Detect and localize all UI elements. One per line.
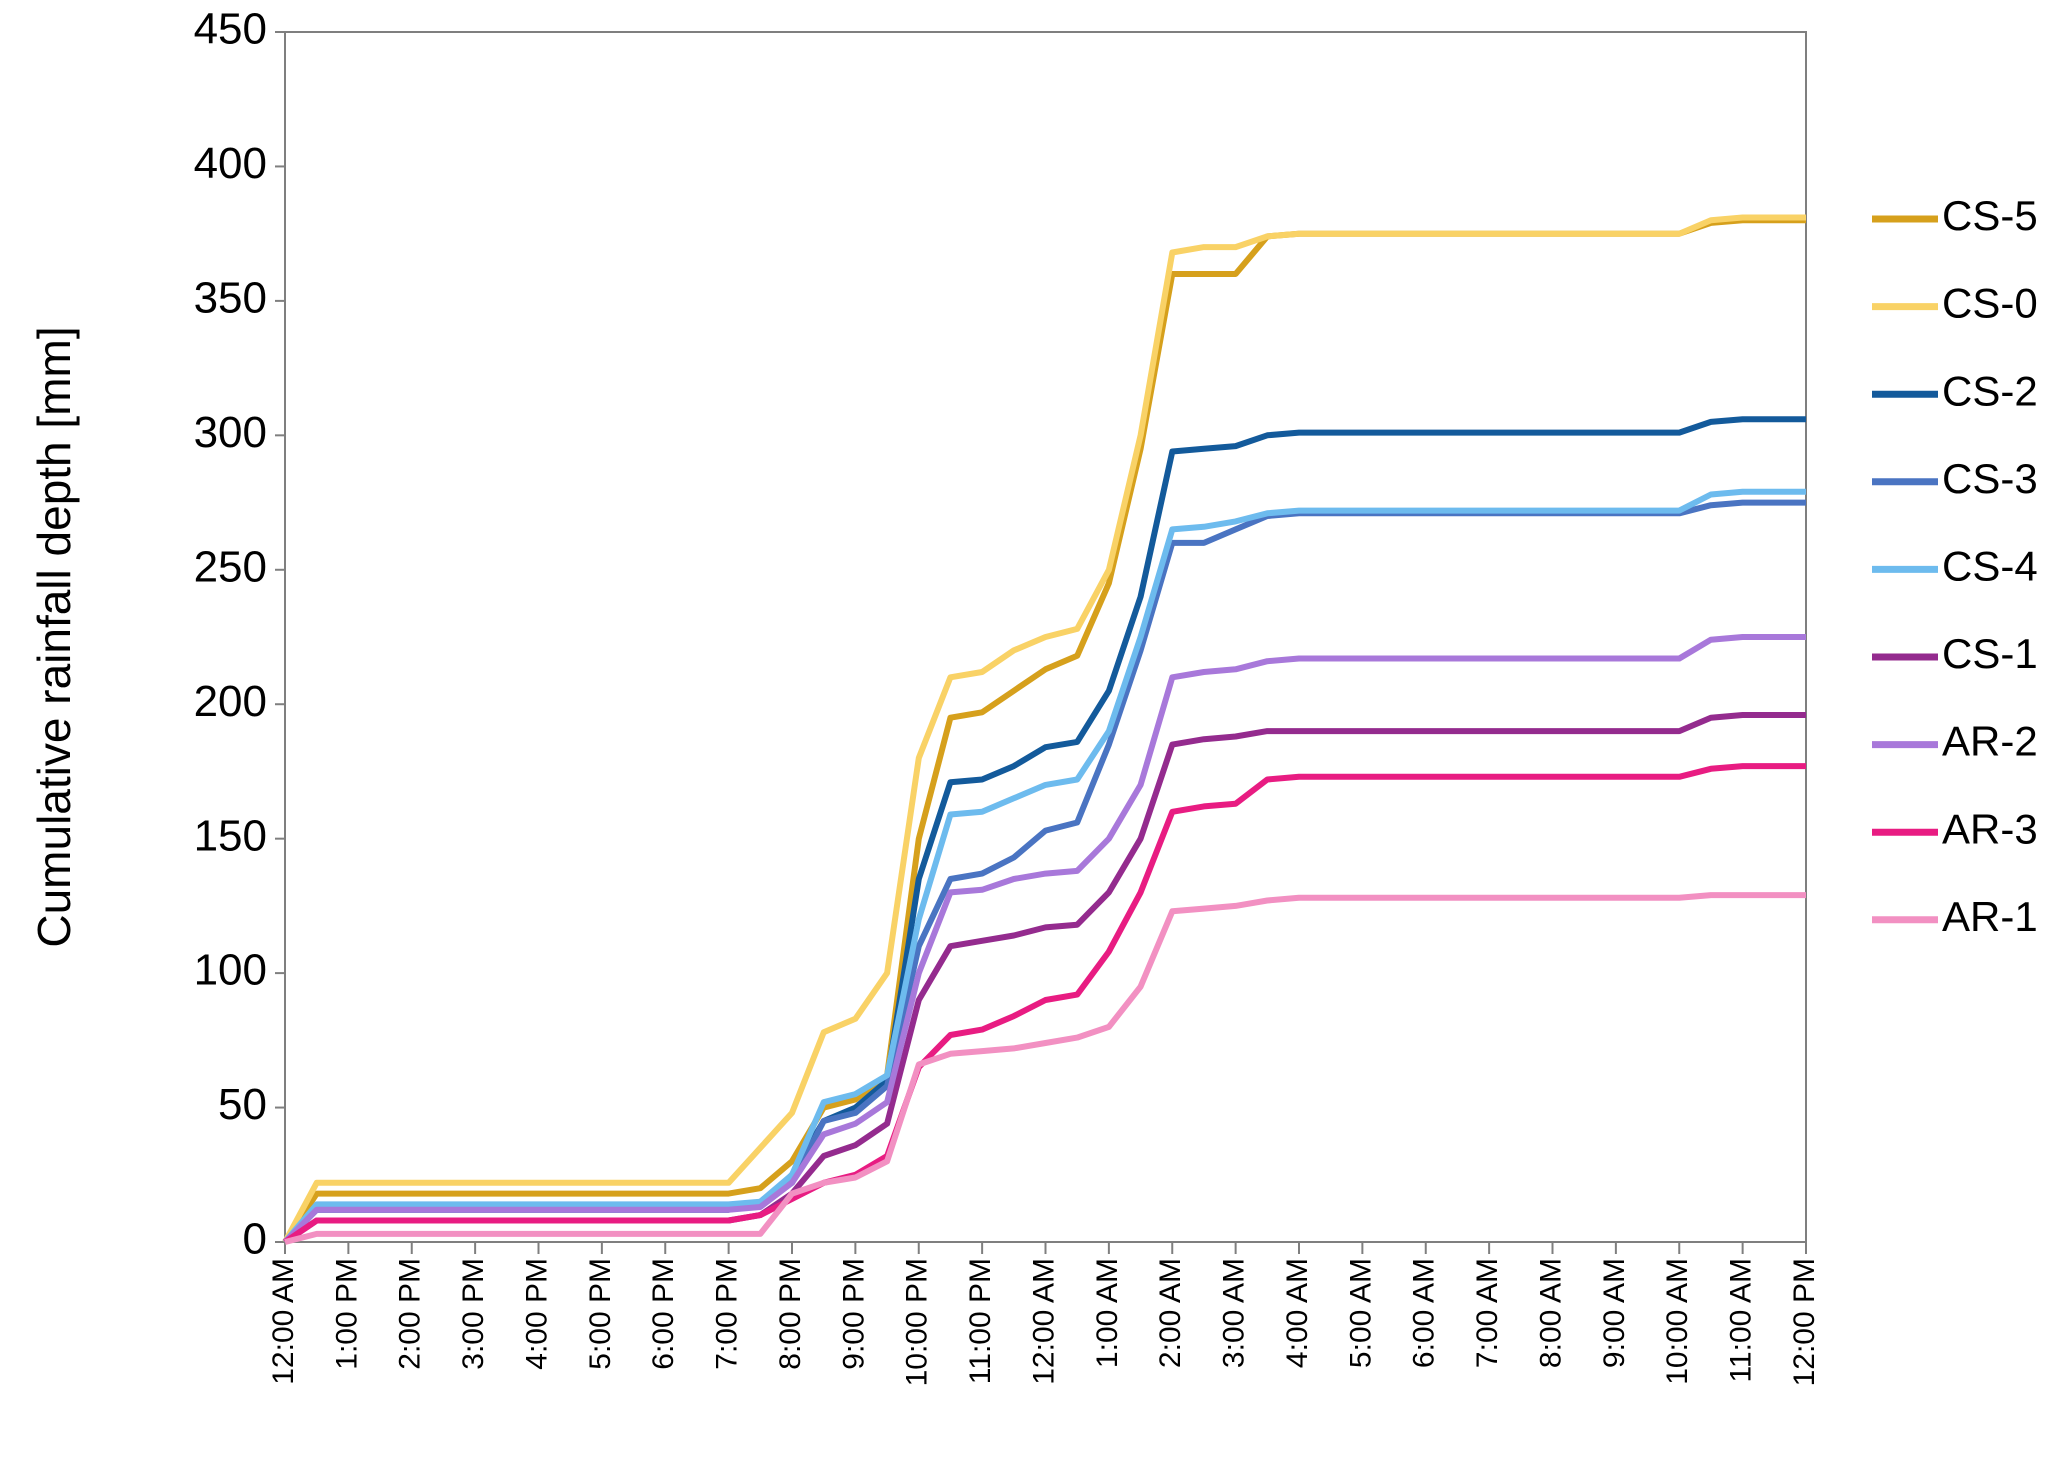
- legend-label: CS-4: [1942, 542, 2038, 589]
- x-tick-label: 12:00 AM: [1027, 1258, 1060, 1385]
- legend-label: CS-3: [1942, 455, 2038, 502]
- legend-label: CS-1: [1942, 630, 2038, 677]
- x-tick-label: 1:00 AM: [1091, 1258, 1124, 1368]
- x-tick-label: 9:00 PM: [837, 1258, 870, 1370]
- series-line: [283, 763, 1806, 1245]
- series-line: [284, 892, 1806, 1245]
- y-tick-label: 250: [194, 542, 267, 591]
- y-tick-label: 350: [194, 274, 267, 323]
- x-tick-label: 5:00 AM: [1344, 1258, 1377, 1368]
- y-tick-label: 300: [194, 408, 267, 457]
- series-line: [283, 712, 1806, 1245]
- y-tick-label: 50: [218, 1080, 267, 1129]
- legend-label: CS-0: [1942, 280, 2038, 327]
- series-line: [282, 634, 1806, 1245]
- y-tick-label: 450: [194, 5, 267, 54]
- y-tick-label: 0: [243, 1215, 267, 1264]
- x-tick-label: 2:00 AM: [1154, 1258, 1187, 1368]
- x-tick-label: 5:00 PM: [584, 1258, 617, 1370]
- series-line: [282, 214, 1806, 1244]
- x-tick-label: 8:00 AM: [1534, 1258, 1567, 1368]
- y-tick-label: 400: [194, 139, 267, 188]
- y-axis-title: Cumulative rainfall depth [mm]: [28, 326, 80, 947]
- x-tick-label: 12:00 PM: [1788, 1258, 1821, 1386]
- x-tick-label: 1:00 PM: [330, 1258, 363, 1370]
- legend-label: CS-2: [1942, 367, 2038, 414]
- x-tick-label: 4:00 AM: [1281, 1258, 1314, 1368]
- x-tick-label: 8:00 PM: [774, 1258, 807, 1370]
- x-tick-label: 7:00 PM: [711, 1258, 744, 1370]
- x-tick-label: 6:00 AM: [1408, 1258, 1441, 1368]
- x-tick-label: 4:00 PM: [520, 1258, 553, 1370]
- x-tick-label: 9:00 AM: [1598, 1258, 1631, 1368]
- x-tick-label: 11:00 AM: [1725, 1258, 1758, 1383]
- x-tick-label: 3:00 PM: [457, 1258, 490, 1370]
- x-tick-label: 11:00 PM: [964, 1258, 997, 1384]
- x-tick-label: 6:00 PM: [647, 1258, 680, 1370]
- x-tick-label: 12:00 AM: [267, 1258, 300, 1385]
- x-tick-label: 3:00 AM: [1218, 1258, 1251, 1368]
- x-tick-label: 2:00 PM: [394, 1258, 427, 1370]
- y-tick-label: 150: [194, 811, 267, 860]
- series-line: [282, 488, 1806, 1244]
- x-tick-label: 10:00 AM: [1661, 1258, 1694, 1385]
- y-tick-label: 200: [194, 677, 267, 726]
- legend-label: AR-2: [1942, 718, 2038, 765]
- legend-label: AR-3: [1942, 805, 2038, 852]
- legend-label: CS-5: [1942, 192, 2038, 239]
- x-tick-label: 10:00 PM: [901, 1258, 934, 1386]
- legend-label: AR-1: [1942, 893, 2038, 940]
- x-tick-label: 7:00 AM: [1471, 1258, 1504, 1368]
- y-tick-label: 100: [194, 946, 267, 995]
